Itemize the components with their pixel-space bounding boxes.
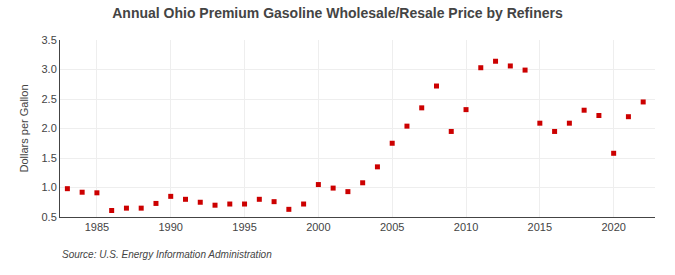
svg-text:2010: 2010: [454, 221, 478, 233]
svg-text:Annual Ohio Premium Gasoline W: Annual Ohio Premium Gasoline Wholesale/R…: [112, 5, 563, 21]
svg-text:0.5: 0.5: [42, 211, 57, 223]
svg-text:3.0: 3.0: [42, 63, 57, 75]
svg-text:3.5: 3.5: [42, 34, 57, 46]
svg-text:2.0: 2.0: [42, 122, 57, 134]
svg-text:1.0: 1.0: [42, 181, 57, 193]
svg-text:2005: 2005: [380, 221, 404, 233]
svg-text:2000: 2000: [306, 221, 330, 233]
svg-text:1995: 1995: [232, 221, 256, 233]
svg-text:2015: 2015: [528, 221, 552, 233]
svg-text:Source: U.S. Energy Informatio: Source: U.S. Energy Information Administ…: [62, 249, 272, 260]
svg-text:1.5: 1.5: [42, 152, 57, 164]
svg-text:1985: 1985: [85, 221, 109, 233]
svg-text:2.5: 2.5: [42, 93, 57, 105]
svg-text:Dollars per Gallon: Dollars per Gallon: [18, 84, 30, 172]
svg-text:1990: 1990: [158, 221, 182, 233]
svg-text:2020: 2020: [601, 221, 625, 233]
